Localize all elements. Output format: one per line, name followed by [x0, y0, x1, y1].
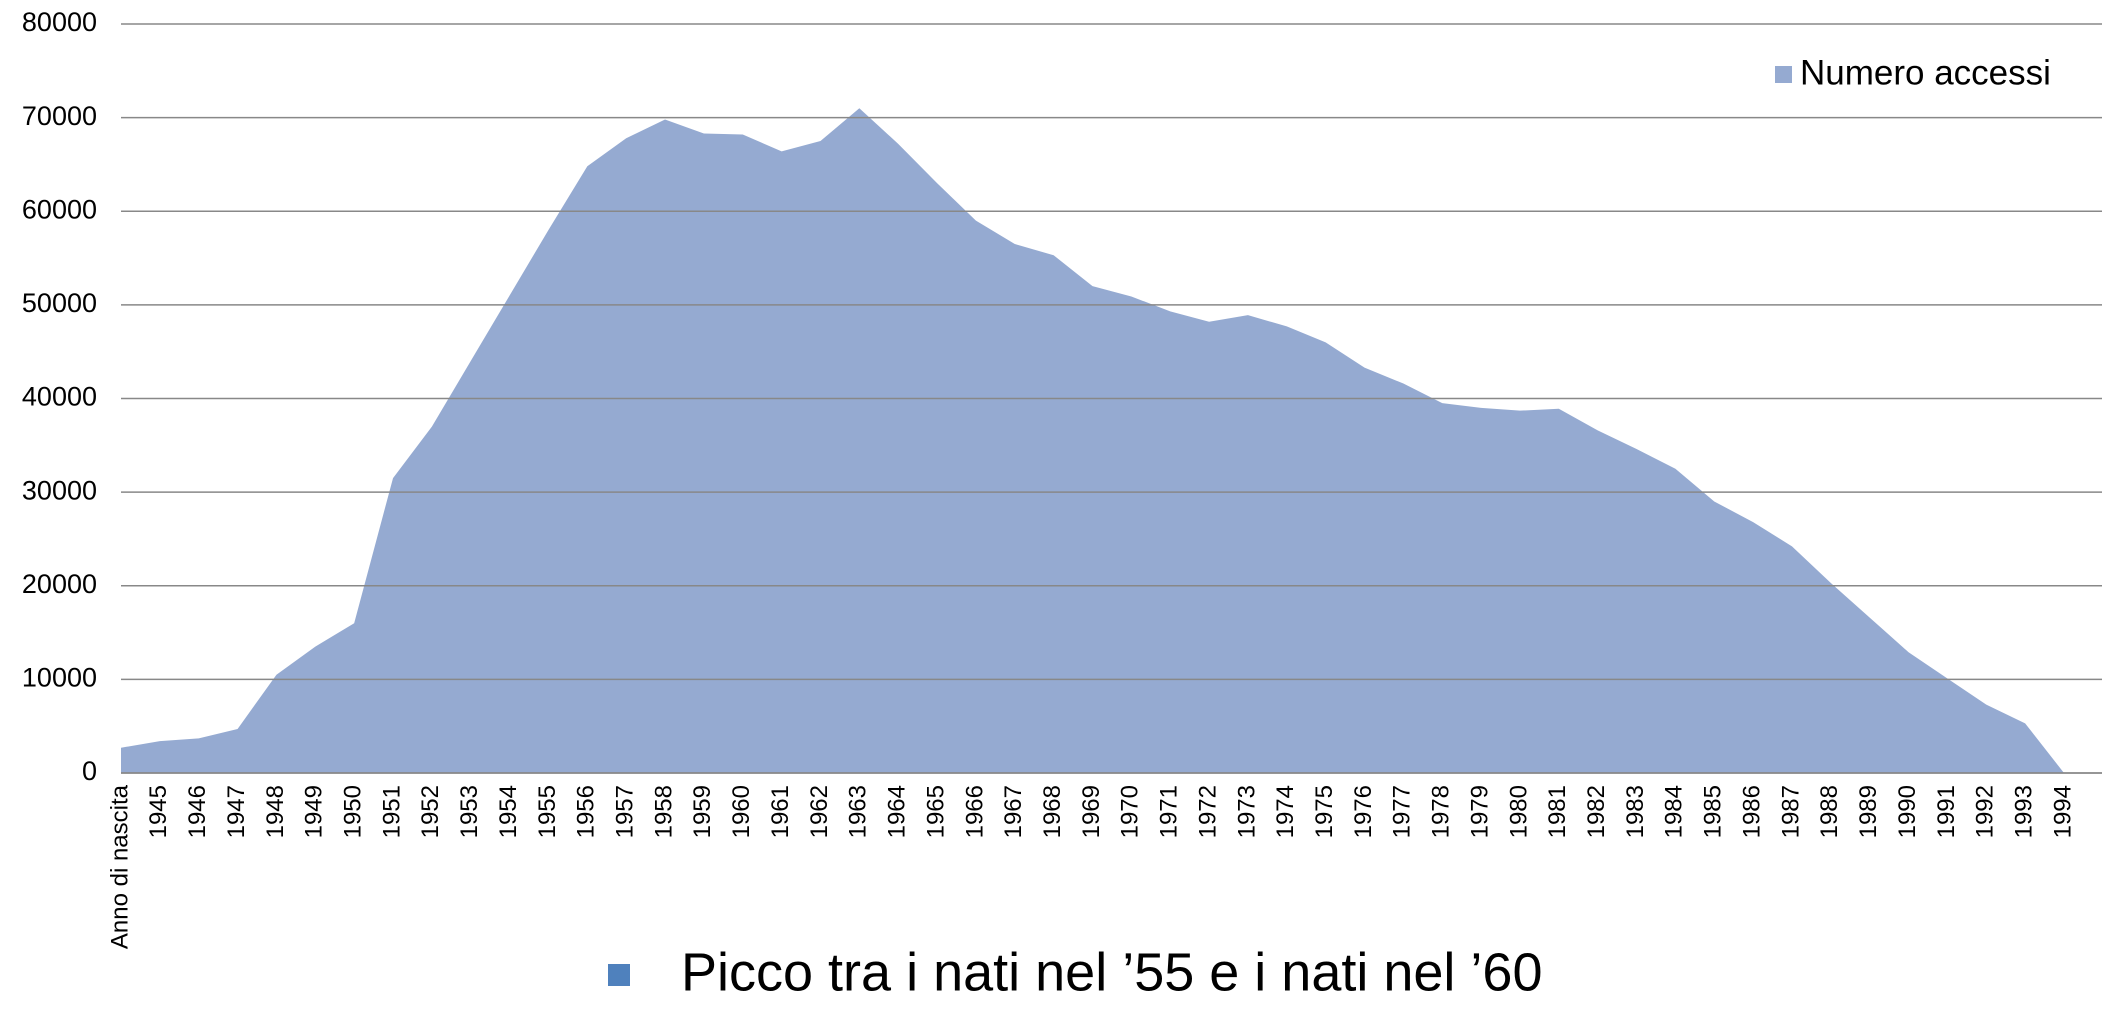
x-tick-label: 1946	[184, 785, 211, 838]
x-tick-label: 1977	[1389, 785, 1416, 838]
x-tick-label: 1963	[845, 785, 872, 838]
x-tick-label: 1972	[1194, 785, 1221, 838]
x-tick-label: 1968	[1039, 785, 1066, 838]
x-tick-label: 1960	[728, 785, 755, 838]
x-tick-label: 1974	[1272, 785, 1299, 838]
x-tick-label: 1983	[1622, 785, 1649, 838]
x-tick-label: 1976	[1350, 785, 1377, 838]
x-tick-label: 1961	[767, 785, 794, 838]
legend-swatch	[1775, 66, 1792, 83]
x-tick-label: 1966	[961, 785, 988, 838]
y-tick-label: 40000	[22, 382, 97, 412]
x-tick-label: 1945	[145, 785, 172, 838]
y-tick-label: 20000	[22, 569, 97, 599]
x-tick-label: 1989	[1855, 785, 1882, 838]
x-tick-label: 1962	[806, 785, 833, 838]
x-tick-label: 1957	[612, 785, 639, 838]
x-tick-label: 1967	[1000, 785, 1027, 838]
x-tick-label: 1956	[573, 785, 600, 838]
x-tick-label: 1954	[495, 785, 522, 838]
y-tick-label: 50000	[22, 288, 97, 318]
x-tick-label: 1947	[223, 785, 250, 838]
x-tick-label: 1987	[1777, 785, 1804, 838]
y-tick-label: 0	[82, 756, 97, 786]
y-tick-label: 60000	[22, 194, 97, 224]
y-tick-label: 30000	[22, 475, 97, 505]
legend-label: Numero accessi	[1800, 53, 2051, 92]
x-tick-label: 1953	[456, 785, 483, 838]
x-tick-label: 1991	[1933, 785, 1960, 838]
x-tick-label: 1948	[262, 785, 289, 838]
y-tick-label: 70000	[22, 101, 97, 131]
x-tick-label: 1985	[1700, 785, 1727, 838]
x-tick-label: 1951	[378, 785, 405, 838]
x-tick-label: 1975	[1311, 785, 1338, 838]
x-tick-label: 1950	[340, 785, 367, 838]
x-tick-label: 1969	[1078, 785, 1105, 838]
x-tick-label: 1970	[1117, 785, 1144, 838]
x-tick-label: 1958	[650, 785, 677, 838]
x-tick-label: 1993	[2010, 785, 2037, 838]
caption: Picco tra i nati nel ’55 e i nati nel ’6…	[681, 942, 1543, 1002]
x-tick-label: 1973	[1233, 785, 1260, 838]
x-tick-label: 1990	[1894, 785, 1921, 838]
x-tick-label: 1971	[1156, 785, 1183, 838]
x-tick-label: 1984	[1661, 785, 1688, 838]
x-tick-label: 1964	[884, 785, 911, 838]
x-tick-label: 1994	[2049, 785, 2076, 838]
x-tick-label: 1959	[689, 785, 716, 838]
caption-bullet	[608, 964, 630, 986]
x-tick-label: Anno di nascita	[106, 784, 133, 949]
x-tick-label: 1949	[301, 785, 328, 838]
x-tick-label: 1965	[922, 785, 949, 838]
area	[121, 108, 2064, 773]
x-tick-label: 1992	[1972, 785, 1999, 838]
x-tick-label: 1982	[1583, 785, 1610, 838]
x-tick-label: 1952	[417, 785, 444, 838]
x-tick-label: 1979	[1466, 785, 1493, 838]
x-tick-label: 1978	[1428, 785, 1455, 838]
y-tick-label: 80000	[22, 7, 97, 37]
y-tick-label: 10000	[22, 663, 97, 693]
x-tick-label: 1986	[1738, 785, 1765, 838]
x-tick-label: 1980	[1505, 785, 1532, 838]
x-tick-label: 1988	[1816, 785, 1843, 838]
x-tick-label: 1955	[534, 785, 561, 838]
x-tick-label: 1981	[1544, 785, 1571, 838]
